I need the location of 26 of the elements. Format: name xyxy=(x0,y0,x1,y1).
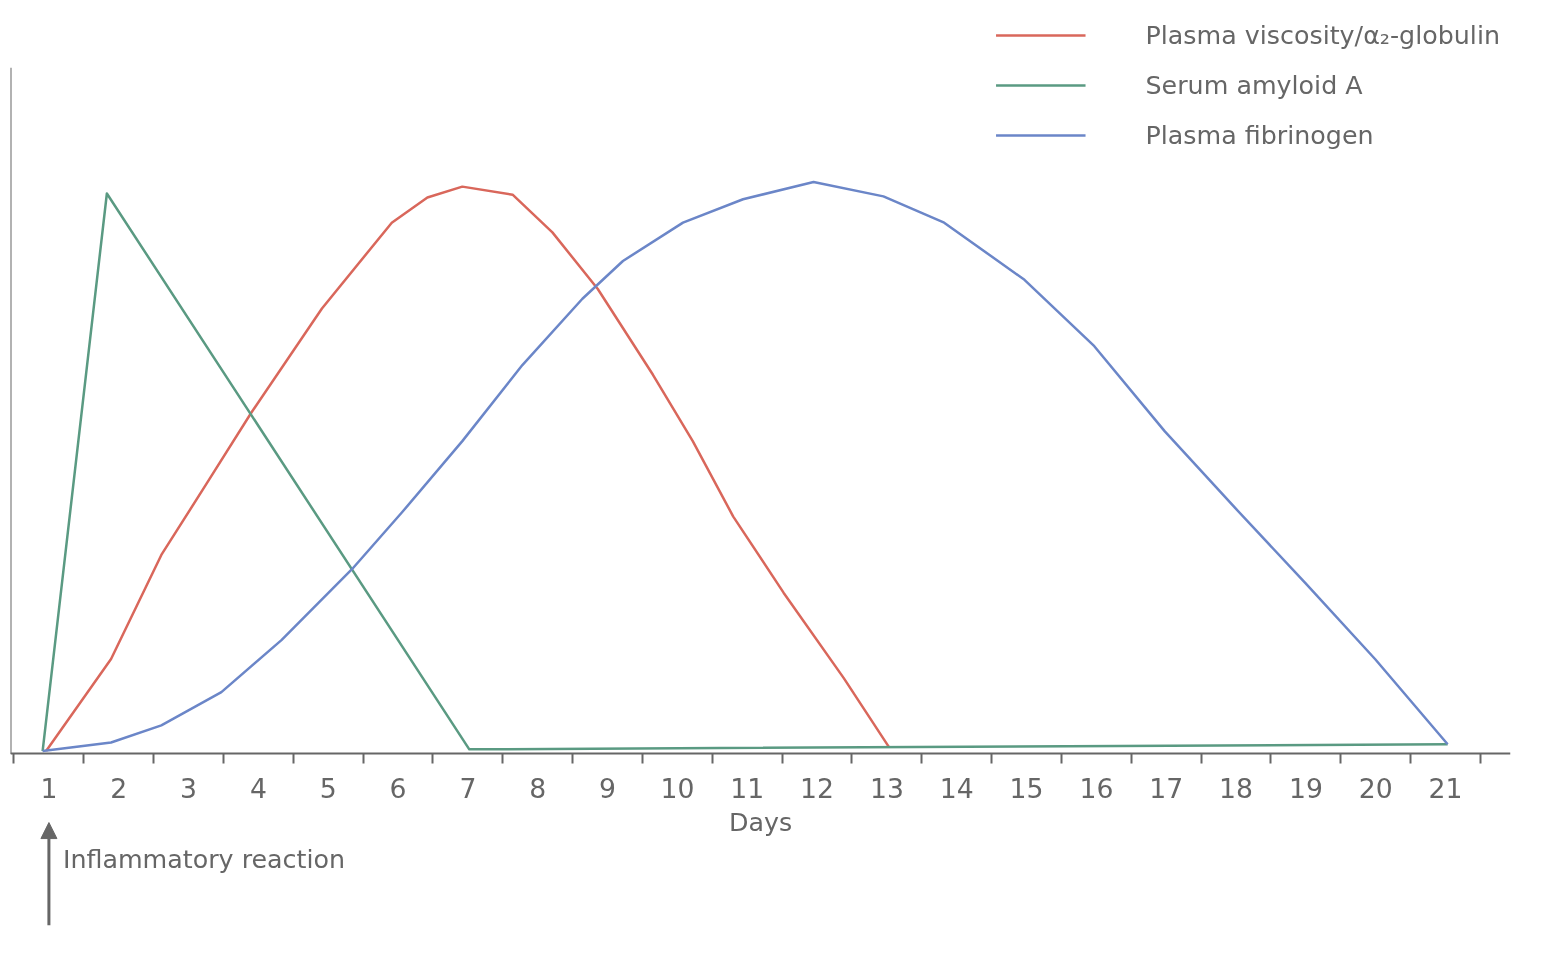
text: Inflammatory reaction xyxy=(62,844,346,875)
x-tick-label: 1 xyxy=(40,772,58,804)
x-tick-label: 8 xyxy=(529,772,547,804)
x-tick-label: 5 xyxy=(319,772,337,804)
x-tick-label: 15 xyxy=(1009,772,1044,804)
x-tick-label: 13 xyxy=(869,772,904,804)
legend-label: Serum amyloid A xyxy=(1145,70,1363,100)
x-tick-label: 12 xyxy=(800,772,835,804)
x-tick-label: 11 xyxy=(730,772,765,804)
legend-label: Plasma viscosity/α₂-globulin xyxy=(1145,20,1500,50)
x-tick-label: 7 xyxy=(459,772,477,804)
x-tick-label: 17 xyxy=(1149,772,1184,804)
x-tick-label: 10 xyxy=(660,772,695,804)
x-tick-label: 4 xyxy=(249,772,267,804)
x-tick-label: 18 xyxy=(1219,772,1254,804)
x-tick-label: 21 xyxy=(1428,772,1463,804)
x-tick-label: 20 xyxy=(1358,772,1393,804)
x-tick-label: 6 xyxy=(389,772,407,804)
x-axis-title: Days xyxy=(728,806,793,837)
x-tick-label: 2 xyxy=(110,772,128,804)
x-tick-label: 3 xyxy=(180,772,198,804)
legend-label: Plasma fibrinogen xyxy=(1145,120,1374,150)
x-tick-label: 9 xyxy=(599,772,617,804)
x-tick-label: 19 xyxy=(1288,772,1323,804)
x-tick-label: 14 xyxy=(939,772,974,804)
x-tick-label: 16 xyxy=(1079,772,1114,804)
